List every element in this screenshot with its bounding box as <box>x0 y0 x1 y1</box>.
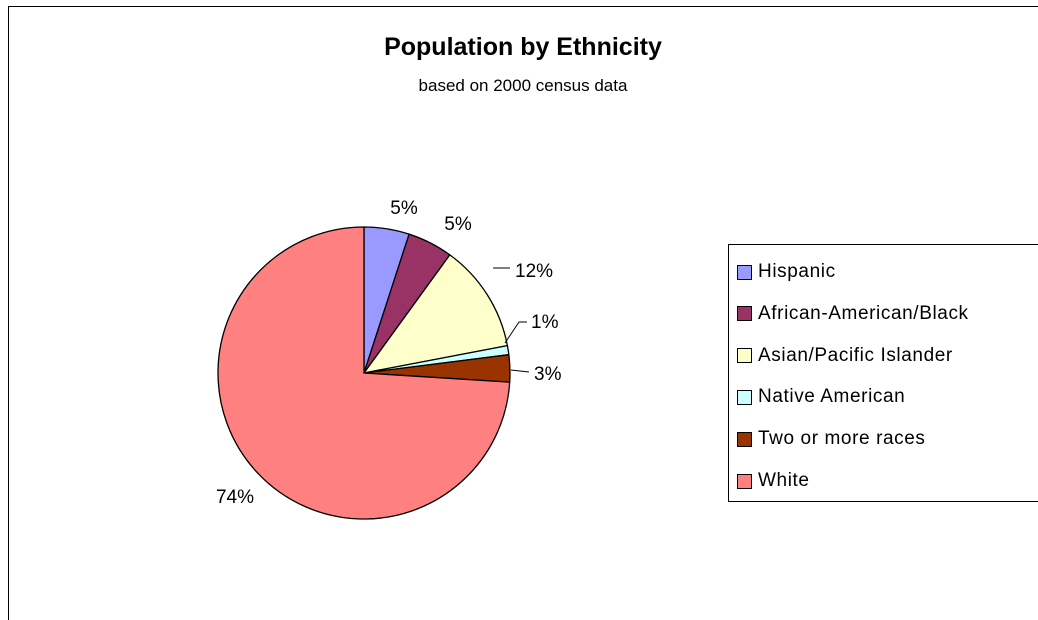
legend-swatch <box>737 389 752 405</box>
leader-line <box>510 369 530 373</box>
legend-label: Two or more races <box>758 428 926 450</box>
data-label: 3% <box>534 364 562 385</box>
chart-title: Population by Ethnicity <box>384 33 662 61</box>
legend-swatch <box>737 431 752 447</box>
legend-label: African-American/Black <box>758 302 969 324</box>
data-label: 5% <box>390 198 418 219</box>
legend-item: African-American/Black <box>737 301 969 327</box>
legend-item: Two or more races <box>737 426 926 452</box>
legend: Hispanic African-American/Black Asian/Paci… <box>728 244 1038 502</box>
legend-label: Asian/Pacific Islander <box>758 344 953 366</box>
legend-swatch <box>737 264 752 280</box>
chart-subtitle: based on 2000 census data <box>418 76 628 95</box>
data-label: 12% <box>515 261 553 282</box>
legend-swatch <box>737 473 752 489</box>
legend-swatch <box>737 306 752 322</box>
legend-swatch <box>737 348 752 364</box>
leader-line <box>504 321 527 344</box>
legend-item: Asian/Pacific Islander <box>737 343 953 369</box>
data-label: 1% <box>531 312 559 333</box>
pie-slice-white <box>217 226 511 520</box>
legend-item: White <box>737 468 810 494</box>
legend-label: Native American <box>758 386 906 408</box>
legend-item: Hispanic <box>737 259 836 285</box>
legend-item: Native American <box>737 384 905 410</box>
data-label: 74% <box>216 487 254 508</box>
legend-label: Hispanic <box>758 261 836 282</box>
data-label: 5% <box>444 214 472 235</box>
legend-label: White <box>758 470 810 491</box>
